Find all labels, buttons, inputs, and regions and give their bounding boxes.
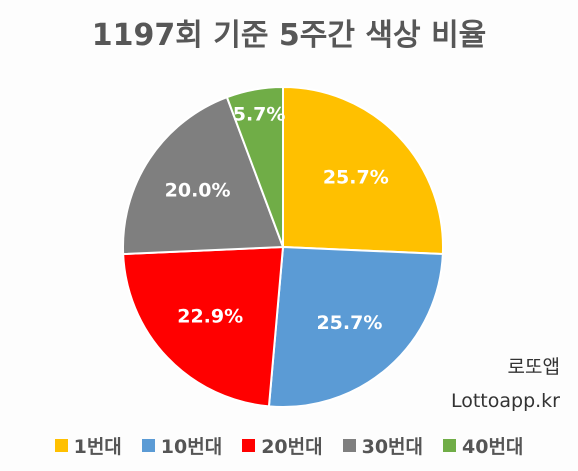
pie-slices (122, 85, 444, 408)
watermark-brand-ko: 로또앱 (507, 356, 560, 378)
pie-slice-30번대 (122, 95, 285, 256)
data-label-1번대: 25.7% (323, 166, 389, 188)
legend-swatch (242, 438, 256, 452)
pie-slice-20번대 (122, 245, 285, 408)
pie-slice-1번대 (282, 85, 444, 256)
legend-swatch (54, 438, 68, 452)
data-label-30번대: 20.0% (165, 180, 231, 202)
legend-item-30번대: 30번대 (342, 432, 423, 459)
legend-item-20번대: 20번대 (242, 432, 323, 459)
data-label-10번대: 25.7% (316, 312, 382, 334)
legend-label: 40번대 (462, 435, 524, 458)
pie-slice-40번대 (225, 85, 284, 248)
legend: 1번대 10번대 20번대 30번대 40번대 (0, 430, 578, 460)
legend-item-10번대: 10번대 (141, 432, 223, 459)
data-label-20번대: 22.9% (177, 306, 243, 328)
pie-slice-10번대 (267, 245, 444, 408)
legend-label: 20번대 (261, 435, 323, 458)
legend-swatch (443, 438, 456, 452)
legend-label: 30번대 (361, 435, 423, 458)
legend-swatch (141, 438, 155, 452)
chart-title: 1197회 기준 5주간 색상 비율 (91, 18, 487, 53)
watermark: 로또앱 Lottoapp.kr (451, 350, 560, 418)
legend-item-1번대: 1번대 (54, 432, 122, 459)
watermark-site: Lottoapp.kr (450, 390, 560, 412)
pie-data-labels: 25.7% 25.7% 22.9% 20.0% 5.7% (165, 104, 389, 334)
legend-label: 1번대 (73, 435, 122, 458)
legend-item-40번대: 40번대 (443, 432, 523, 459)
data-label-40번대: 5.7% (233, 104, 286, 126)
legend-swatch (342, 438, 356, 452)
legend-label: 10번대 (160, 435, 223, 458)
